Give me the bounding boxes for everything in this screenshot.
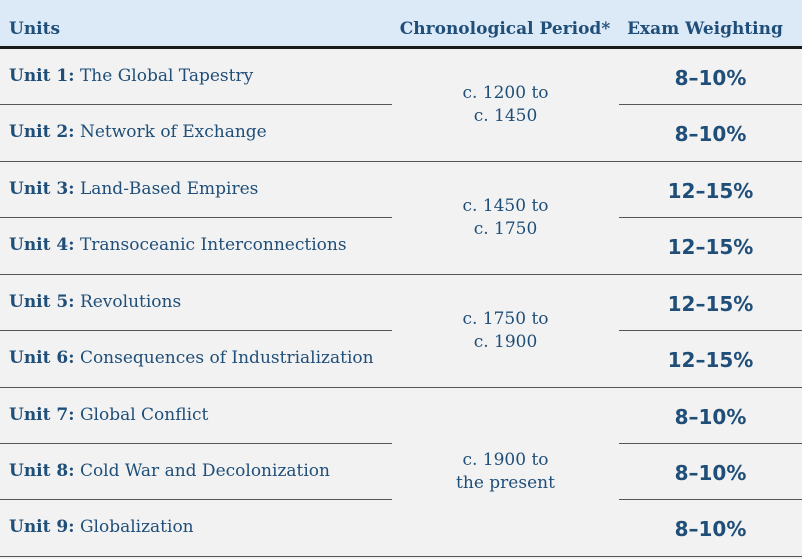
row-divider — [619, 217, 802, 218]
weight-cell: 12–15% — [619, 331, 802, 387]
exam-weighting-value: 8–10% — [674, 517, 747, 541]
unit-name: Transoceanic Interconnections — [79, 235, 347, 255]
group-divider — [0, 387, 802, 388]
row-divider — [619, 499, 802, 500]
exam-weighting-value: 12–15% — [667, 292, 754, 316]
unit-label: Unit 2: — [9, 122, 75, 142]
unit-name: Land-Based Empires — [79, 179, 259, 199]
row-divider — [0, 499, 392, 500]
unit-label: Unit 5: — [9, 292, 75, 312]
table-row: Unit 4: Transoceanic Interconnections — [0, 218, 392, 274]
weight-cell: 8–10% — [619, 105, 802, 161]
row-divider — [0, 330, 392, 331]
table-row: Unit 1: The Global Tapestry — [0, 49, 392, 105]
unit-label: Unit 7: — [9, 405, 75, 425]
table-header: Units Chronological Period* Exam Weighti… — [0, 0, 802, 49]
weight-cell: 8–10% — [619, 388, 802, 444]
period-end: c. 1900 — [473, 332, 538, 352]
unit-name: Global Conflict — [79, 405, 209, 425]
exam-weighting-value: 8–10% — [674, 122, 747, 146]
header-chronological-period: Chronological Period* — [399, 19, 611, 39]
group-divider — [0, 161, 802, 162]
period-start: c. 1200 to — [462, 83, 549, 103]
exam-weighting-value: 12–15% — [667, 179, 754, 203]
period-end: c. 1750 — [473, 219, 538, 239]
period-start: c. 1750 to — [462, 309, 549, 329]
row-divider — [0, 217, 392, 218]
period-end: the present — [456, 473, 555, 493]
row-divider — [619, 104, 802, 105]
unit-label: Unit 4: — [9, 235, 75, 255]
period-cell: c. 1200 to c. 1450 — [392, 49, 619, 161]
unit-name: Network of Exchange — [79, 122, 267, 142]
exam-weighting-value: 12–15% — [667, 235, 754, 259]
weight-cell: 12–15% — [619, 162, 802, 218]
unit-name: The Global Tapestry — [79, 66, 254, 86]
unit-name: Revolutions — [79, 292, 182, 312]
unit-label: Unit 9: — [9, 517, 75, 537]
period-cell: c. 1900 to the present — [392, 388, 619, 556]
group-divider — [0, 274, 802, 275]
header-exam-weighting: Exam Weighting — [627, 19, 783, 39]
table-row: Unit 2: Network of Exchange — [0, 105, 392, 161]
table-row: Unit 5: Revolutions — [0, 275, 392, 331]
unit-name: Globalization — [79, 517, 194, 537]
table-row: Unit 3: Land-Based Empires — [0, 162, 392, 218]
unit-label: Unit 3: — [9, 179, 75, 199]
table-row: Unit 6: Consequences of Industrializatio… — [0, 331, 392, 387]
table-row: Unit 7: Global Conflict — [0, 388, 392, 444]
unit-label: Unit 8: — [9, 461, 75, 481]
row-divider — [619, 330, 802, 331]
unit-name: Consequences of Industrialization — [79, 348, 374, 368]
weight-cell: 8–10% — [619, 500, 802, 556]
period-start: c. 1450 to — [462, 196, 549, 216]
weight-cell: 12–15% — [619, 218, 802, 274]
unit-name: Cold War and Decolonization — [79, 461, 330, 481]
period-start: c. 1900 to — [462, 450, 549, 470]
period-end: c. 1450 — [473, 106, 538, 126]
row-divider — [619, 443, 802, 444]
exam-weighting-value: 8–10% — [674, 66, 747, 90]
weight-cell: 12–15% — [619, 275, 802, 331]
unit-label: Unit 1: — [9, 66, 75, 86]
row-divider — [0, 443, 392, 444]
period-cell: c. 1450 to c. 1750 — [392, 162, 619, 274]
exam-weighting-value: 12–15% — [667, 348, 754, 372]
unit-label: Unit 6: — [9, 348, 75, 368]
row-divider — [0, 104, 392, 105]
weight-cell: 8–10% — [619, 49, 802, 105]
table-row: Unit 9: Globalization — [0, 500, 392, 556]
header-units: Units — [9, 19, 61, 39]
period-cell: c. 1750 to c. 1900 — [392, 275, 619, 387]
weight-cell: 8–10% — [619, 444, 802, 500]
table-bottom-border — [0, 556, 802, 557]
table-row: Unit 8: Cold War and Decolonization — [0, 444, 392, 500]
exam-weighting-value: 8–10% — [674, 461, 747, 485]
exam-weighting-value: 8–10% — [674, 405, 747, 429]
